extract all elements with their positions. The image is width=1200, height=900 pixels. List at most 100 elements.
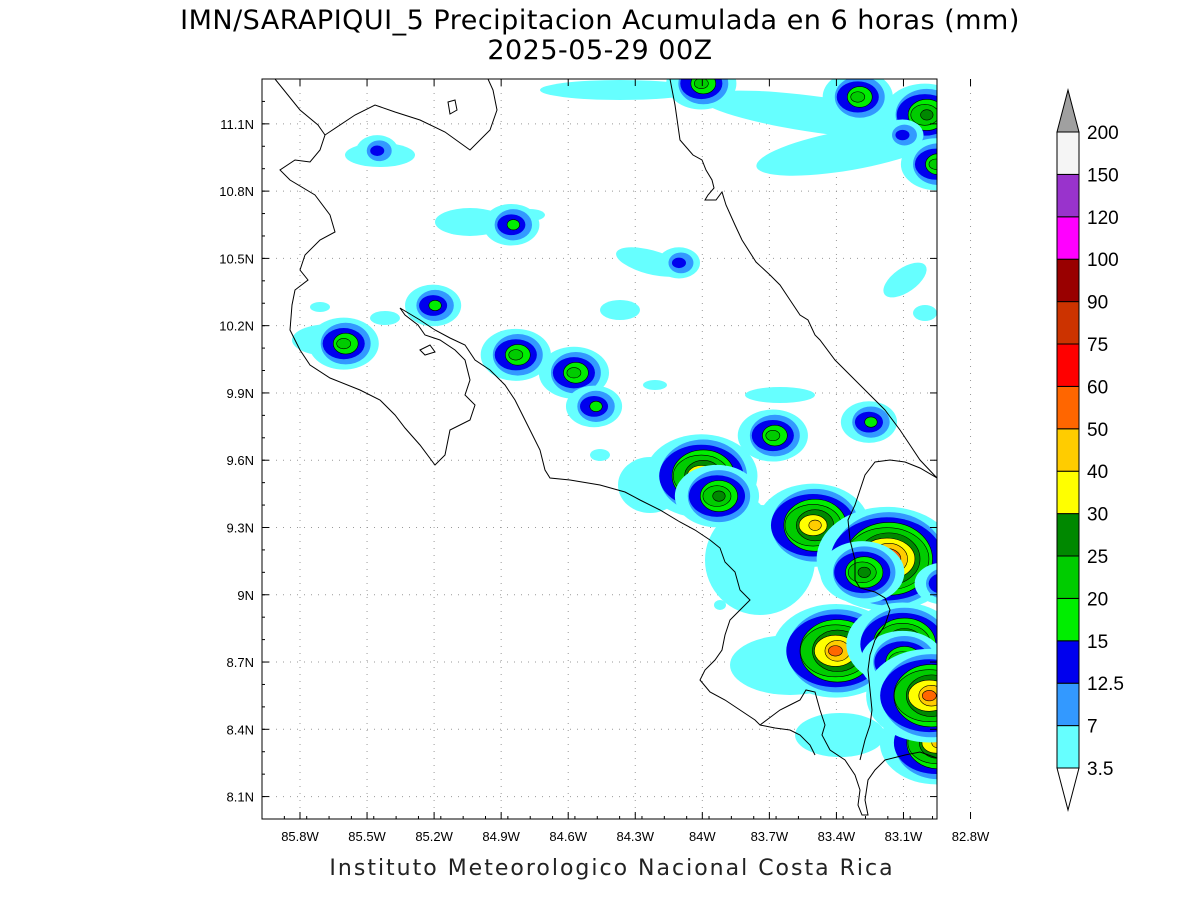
colorbar-swatch — [1056, 173, 1080, 218]
colorbar-swatch — [1056, 640, 1080, 684]
colorbar-label: 20 — [1087, 589, 1108, 610]
national-border-panama — [847, 459, 937, 761]
precip-contour — [566, 367, 582, 379]
colorbar: 3.5 7 12.5 15 20 25 30 40 50 60 75 90 100 120 150 200 — [1056, 88, 1124, 812]
precip-contour — [864, 416, 878, 428]
precip-cell — [882, 83, 937, 147]
colorbar-label: 12.5 — [1087, 674, 1124, 695]
x-tick-label: 84.6W — [549, 829, 587, 844]
y-tick-label: 10.2N — [219, 319, 254, 334]
colorbar-swatch — [1056, 597, 1080, 642]
grid-lines — [262, 79, 972, 819]
y-tick-label: 9.6N — [227, 453, 254, 468]
colorbar-swatch — [1056, 216, 1080, 260]
colorbar-label: 30 — [1087, 505, 1108, 526]
precip-contour — [828, 645, 843, 657]
precip-cell — [881, 119, 924, 151]
precip-cell — [822, 79, 893, 123]
precip-contour — [712, 490, 726, 502]
precip-cell — [356, 135, 399, 167]
colorbar-label: 7 — [1087, 717, 1098, 738]
x-tick-label: 84W — [689, 829, 716, 844]
nicoya-gulf-shoreline — [419, 344, 436, 356]
precip-cell — [480, 328, 551, 381]
colorbar-label: 200 — [1087, 123, 1119, 144]
precip-cell — [657, 247, 701, 279]
precip-cell — [308, 317, 379, 370]
lake-nicaragua-shore — [274, 79, 498, 151]
colorbar-swatch — [1056, 131, 1080, 175]
colorbar-swatch — [1056, 301, 1080, 345]
precipitation-field — [292, 79, 950, 785]
precip-contour — [920, 109, 934, 121]
precip-contour — [808, 519, 822, 531]
precip-cell — [405, 284, 462, 327]
x-tick-label: 85.2W — [415, 829, 453, 844]
precip-cell — [914, 563, 950, 604]
x-tick-label: 85.8W — [281, 829, 319, 844]
colorbar-swatch — [1056, 385, 1080, 430]
colorbar-bottom-triangle — [1056, 767, 1080, 812]
colorbar-label: 100 — [1087, 250, 1119, 271]
y-tick-label: 9.9N — [227, 386, 254, 401]
precip-contour — [506, 219, 520, 231]
x-tick-label: 83.1W — [885, 829, 923, 844]
colorbar-label: 75 — [1087, 335, 1108, 356]
precip-contour — [928, 574, 937, 594]
y-tick-label: 11.1N — [220, 117, 254, 132]
light-precip-band-northwest — [292, 143, 684, 461]
precipitation-cells — [308, 79, 950, 785]
precip-cell — [756, 483, 870, 567]
precip-contour — [589, 400, 603, 412]
colorbar-label: 25 — [1087, 547, 1108, 568]
x-tick-label: 85.5W — [348, 829, 386, 844]
colorbar-label: 15 — [1087, 632, 1108, 653]
x-tick-label: 83.4W — [818, 829, 856, 844]
colorbar-label: 3.5 — [1087, 759, 1113, 780]
precip-contour — [671, 257, 686, 269]
precip-cell — [565, 385, 623, 428]
y-tick-label: 8.1N — [227, 790, 254, 805]
colorbar-swatch — [1056, 258, 1080, 303]
y-tick-label: 9.3N — [227, 520, 254, 535]
colorbar-swatch — [1056, 682, 1080, 727]
x-tick-label: 82.8W — [952, 829, 990, 844]
precip-contour — [938, 578, 950, 588]
precip-contour — [857, 566, 871, 578]
precip-contour — [693, 79, 709, 89]
island-nicaragua-lake — [447, 99, 458, 115]
axis-ticks: 85.8W 85.5W 85.2W 84.9W 84.6W 84.3W 84W 83.7W 83… — [219, 78, 990, 844]
osa-peninsula — [759, 724, 816, 756]
map-subtitle-date: 2025-05-29 00Z — [487, 35, 713, 66]
x-tick-label: 84.9W — [482, 829, 520, 844]
colorbar-label: 40 — [1087, 462, 1108, 483]
y-tick-label: 10.5N — [219, 251, 254, 266]
precip-contour — [765, 430, 781, 442]
y-tick-label: 10.8N — [219, 184, 254, 199]
colorbar-label: 60 — [1087, 377, 1108, 398]
y-tick-label: 8.4N — [227, 722, 254, 737]
precip-contour — [428, 299, 442, 311]
precip-contour — [336, 338, 352, 350]
colorbar-swatch — [1056, 725, 1080, 769]
colorbar-swatch — [1056, 513, 1080, 557]
precip-cell — [538, 346, 610, 399]
colorbar-swatch — [1056, 555, 1080, 599]
pacific-coastline — [279, 134, 937, 816]
precip-contour — [508, 349, 524, 361]
precip-contour — [921, 690, 937, 702]
precip-cell — [483, 203, 540, 246]
colorbar-top-triangle — [1056, 88, 1080, 133]
colorbar-label: 90 — [1087, 293, 1108, 314]
colorbar-label: 50 — [1087, 420, 1108, 441]
precip-cell — [674, 464, 760, 528]
map-title: IMN/SARAPIQUI_5 Precipitacion Acumulada … — [180, 5, 1020, 36]
map-frame — [261, 78, 938, 820]
precip-cell — [820, 541, 905, 604]
y-tick-label: 9N — [237, 588, 254, 603]
precip-cell — [666, 79, 737, 110]
colorbar-swatch — [1056, 428, 1080, 472]
precip-cell — [900, 138, 937, 191]
colorbar-swatch — [1056, 343, 1080, 387]
